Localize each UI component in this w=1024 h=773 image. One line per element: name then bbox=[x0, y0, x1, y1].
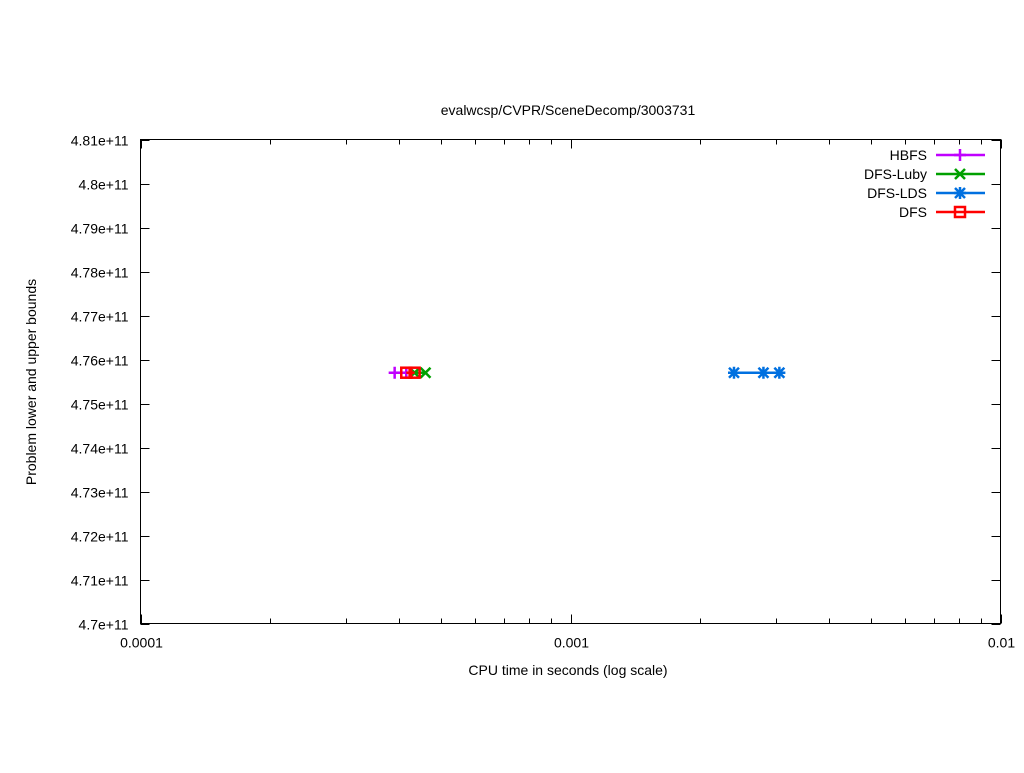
legend-marker bbox=[953, 205, 967, 219]
x-tick-label: 0.01 bbox=[988, 635, 1015, 651]
legend-label: DFS-LDS bbox=[867, 185, 927, 201]
y-tick-label: 4.78e+11 bbox=[71, 265, 129, 281]
axis-ticks: 4.7e+11 4.71e+11 4.72e+11 4.73e+11 4.74e+11 4… bbox=[71, 133, 1016, 651]
legend-label: HBFS bbox=[890, 147, 927, 163]
data-point bbox=[388, 366, 401, 379]
y-tick-label: 4.71e+11 bbox=[71, 573, 129, 589]
legend-label: DFS bbox=[899, 204, 927, 220]
y-tick-label: 4.81e+11 bbox=[71, 133, 129, 149]
legend-label: DFS-Luby bbox=[864, 166, 927, 182]
data-point bbox=[408, 366, 421, 379]
y-tick-label: 4.76e+11 bbox=[71, 353, 129, 369]
y-tick-label: 4.79e+11 bbox=[71, 221, 129, 237]
series-dfs bbox=[400, 366, 421, 379]
data-point bbox=[773, 366, 786, 379]
y-tick-label: 4.73e+11 bbox=[71, 485, 129, 501]
legend: HBFS DFS-Luby DFS-LDS DFS bbox=[864, 147, 985, 220]
plot-area-border bbox=[140, 139, 1001, 624]
y-axis-label: Problem lower and upper bounds bbox=[23, 279, 39, 485]
y-tick-label: 4.75e+11 bbox=[71, 397, 129, 413]
legend-marker bbox=[954, 168, 966, 180]
x-axis-label: CPU time in seconds (log scale) bbox=[468, 662, 667, 678]
y-tick-label: 4.74e+11 bbox=[71, 441, 129, 457]
legend-marker bbox=[954, 187, 966, 199]
x-tick-label: 0.001 bbox=[554, 635, 589, 651]
y-tick-label: 4.77e+11 bbox=[71, 309, 129, 325]
chart-title: evalwcsp/CVPR/SceneDecomp/3003731 bbox=[441, 102, 696, 118]
y-tick-label: 4.8e+11 bbox=[79, 177, 129, 193]
y-tick-label: 4.7e+11 bbox=[79, 617, 129, 633]
y-tick-label: 4.72e+11 bbox=[71, 529, 129, 545]
series-dfs-lds bbox=[727, 366, 786, 379]
data-point bbox=[757, 366, 770, 379]
data-point bbox=[400, 366, 413, 379]
legend-marker bbox=[954, 149, 966, 161]
series-group bbox=[388, 366, 786, 379]
data-point bbox=[419, 366, 432, 379]
data-point bbox=[727, 366, 740, 379]
x-tick-label: 0.0001 bbox=[120, 635, 163, 651]
